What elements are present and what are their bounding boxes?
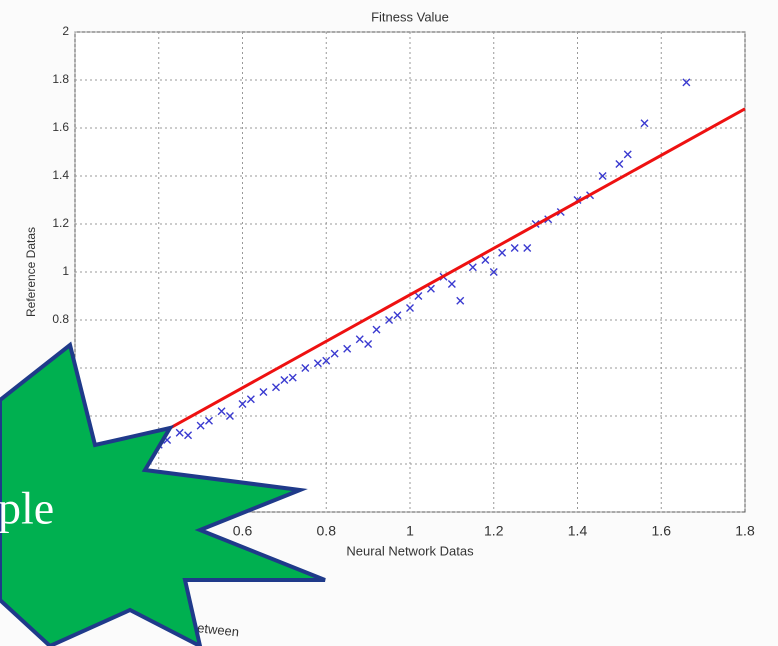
y-tick-label: 1.4 — [52, 168, 69, 182]
y-tick-label: 2 — [62, 24, 69, 38]
scatter-point — [385, 316, 394, 324]
scatter-point — [238, 400, 247, 408]
scatter-point — [280, 376, 289, 384]
scatter-point — [343, 344, 352, 353]
scatter-point — [623, 150, 632, 159]
chart-title: Fitness Value — [371, 9, 449, 24]
scatter-point — [468, 263, 477, 272]
starburst — [0, 341, 326, 646]
scatter-point — [330, 349, 339, 358]
scatter-point — [406, 304, 414, 312]
y-tick-label: 1.8 — [52, 72, 69, 86]
scatter-point — [682, 78, 691, 87]
scatter-point — [196, 421, 205, 430]
scatter-point — [246, 395, 255, 404]
scatter-point — [481, 256, 490, 264]
y-axis-label: Reference Datas — [24, 227, 38, 317]
scatter-point — [259, 388, 268, 396]
chart: Fitness Value Neural Network Datas Referen… — [24, 9, 755, 558]
scatter-point — [447, 280, 456, 288]
scatter-point — [355, 335, 364, 344]
x-axis-label: Neural Network Datas — [346, 543, 474, 558]
y-tick-label: 1.6 — [52, 120, 69, 134]
scatter-point — [615, 160, 624, 168]
scatter-point — [184, 431, 193, 440]
x-tick-label: 0.8 — [317, 523, 337, 539]
scatter-point — [372, 325, 381, 334]
scatter-point — [510, 244, 519, 252]
x-tick-label: 1.4 — [568, 523, 588, 539]
scatter-point — [272, 383, 280, 392]
caption: between — [189, 619, 239, 639]
x-tick-label: 1 — [406, 523, 414, 539]
scatter-point — [414, 292, 423, 300]
scatter-point — [393, 311, 402, 320]
scatter-point — [301, 364, 310, 372]
scatter-point — [225, 412, 234, 420]
fit-line — [74, 107, 746, 483]
scatter-point — [205, 416, 213, 425]
scatter-point — [640, 119, 649, 128]
x-tick-label: 1.2 — [484, 523, 504, 539]
scatter-point — [364, 340, 373, 348]
scatter-point — [322, 356, 331, 365]
y-tick-label: 1 — [62, 264, 69, 278]
callout-text: ple — [0, 483, 54, 534]
scatter-point — [217, 407, 226, 416]
scatter-point — [498, 248, 507, 257]
scatter-point — [313, 359, 322, 368]
scatter-point — [456, 296, 465, 305]
x-tick-label: 1.6 — [652, 523, 672, 539]
scatter-point — [426, 284, 435, 293]
scatter-point — [288, 373, 297, 382]
scatter-point — [598, 172, 607, 180]
scatter-point — [175, 428, 184, 437]
y-tick-label: 1.2 — [52, 216, 69, 230]
scatter-point — [523, 244, 532, 252]
scatter-point — [489, 268, 498, 276]
x-tick-label: 1.8 — [735, 523, 755, 539]
x-tick-label: 0.6 — [233, 523, 253, 539]
y-tick-label: 0.8 — [52, 312, 69, 326]
